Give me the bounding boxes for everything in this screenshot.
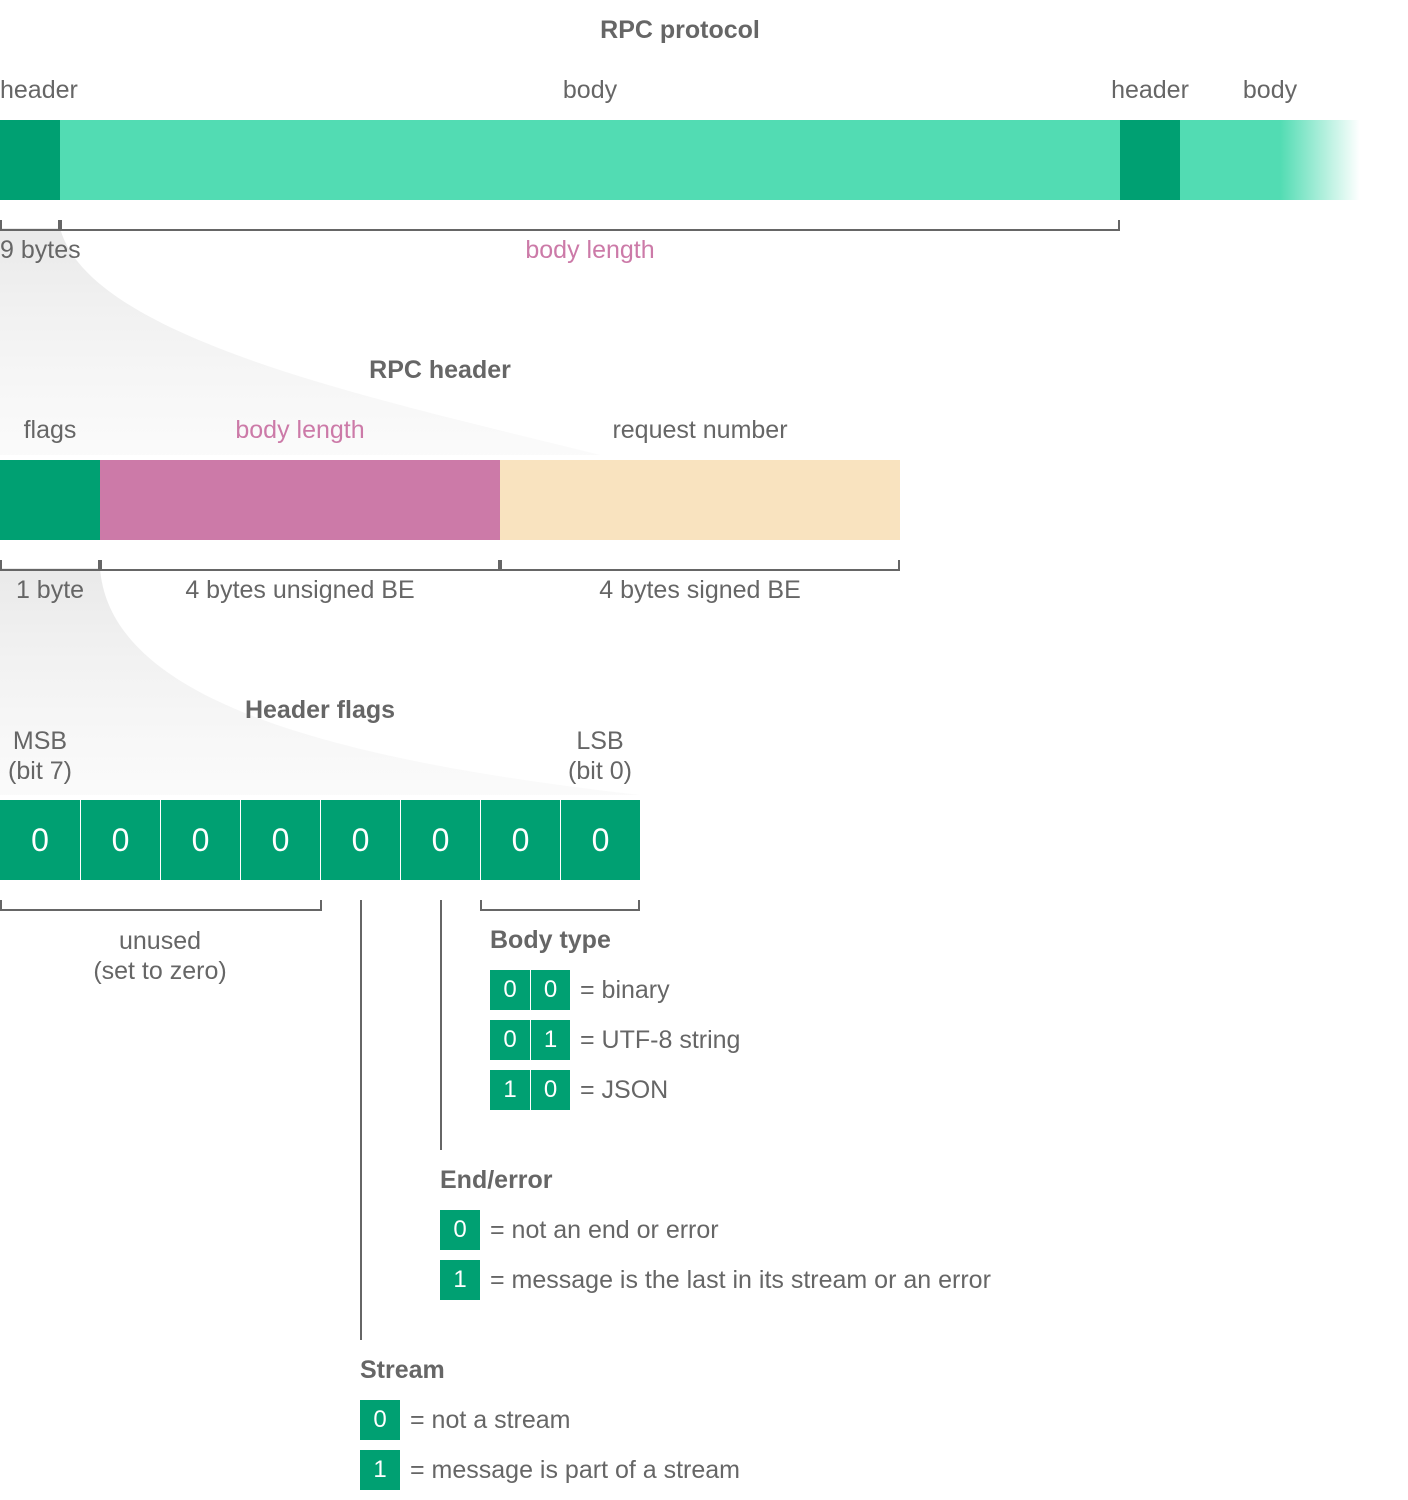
bracket-unused-bits [0,900,322,911]
stream-text-0: = not a stream [410,1406,571,1434]
request-number-size: 4 bytes signed BE [599,576,801,604]
unused-line1: unused [118,927,202,955]
body-type-json-bit0: 0 [530,1070,570,1110]
flag-bit-6: 0 [80,800,160,880]
flags-size: 1 byte [15,576,85,604]
protocol-header-block [0,120,60,200]
bracket-flags-size [0,560,100,571]
body-length-block [100,460,500,540]
end-error-bit-0: 0 [440,1210,480,1250]
msb-line1: MSB [12,727,68,755]
protocol-body-block [60,120,1120,200]
body-type-utf8-bit0: 1 [530,1020,570,1060]
zoom-funnel-flags [0,568,640,795]
bracket-body-length [60,220,1120,231]
lsb-label: LSB (bit 0) [560,726,640,786]
unused-label: unused (set to zero) [0,926,320,986]
body-type-json-bit1: 1 [490,1070,530,1110]
end-error-text-1: = message is the last in its stream or a… [490,1266,991,1294]
bracket-request-number-size [500,560,900,571]
request-number-label: request number [612,416,788,444]
flag-bit-5: 0 [160,800,240,880]
protocol-body-size: body length [525,236,655,264]
body-type-binary-bit0: 0 [530,970,570,1010]
unused-line2: (set to zero) [93,957,227,985]
flag-bit-1: 0 [480,800,560,880]
rpc-header-title: RPC header [369,356,511,384]
lsb-line1: LSB [576,727,624,755]
msb-label: MSB (bit 7) [0,726,80,786]
flags-label: flags [23,416,77,444]
flag-bit-0: 0 [560,800,640,880]
msb-line2: (bit 7) [8,757,72,785]
protocol-body2-label: body [1242,76,1298,104]
end-error-text-0: = not an end or error [490,1216,719,1244]
zoom-funnel-header [0,228,600,455]
stream-text-1: = message is part of a stream [410,1456,741,1484]
body-type-binary-text: = binary [580,976,670,1004]
body-type-utf8-text: = UTF-8 string [580,1026,741,1054]
end-error-bit-1: 1 [440,1260,480,1300]
bracket-body-length-size [100,560,500,571]
end-error-title: End/error [440,1166,553,1194]
stream-bit-0: 0 [360,1400,400,1440]
protocol-body2-block [1180,120,1280,200]
stream-title: Stream [360,1356,445,1384]
header-flags-title: Header flags [244,696,396,724]
flag-bit-4: 0 [240,800,320,880]
flag-bit-2: 0 [400,800,480,880]
protocol-header2-label: header [1111,76,1189,104]
bracket-header-size [0,220,60,231]
protocol-body2-fade [1280,120,1360,200]
stream-bit-1: 1 [360,1450,400,1490]
protocol-header2-block [1120,120,1180,200]
protocol-header-size: 9 bytes [0,236,81,264]
protocol-title: RPC protocol [600,16,760,44]
body-type-utf8-bit1: 0 [490,1020,530,1060]
bracket-body-type-bits [480,900,640,911]
lsb-line2: (bit 0) [568,757,632,785]
body-length-label: body length [235,416,365,444]
request-number-block [500,460,900,540]
body-length-size: 4 bytes unsigned BE [185,576,415,604]
protocol-body-label: body [562,76,618,104]
flag-bit-3: 0 [320,800,400,880]
protocol-header-label: header [0,76,78,104]
body-type-binary-bit1: 0 [490,970,530,1010]
body-type-title: Body type [490,926,611,954]
flag-bit-7: 0 [0,800,80,880]
body-type-json-text: = JSON [580,1076,669,1104]
flags-block [0,460,100,540]
